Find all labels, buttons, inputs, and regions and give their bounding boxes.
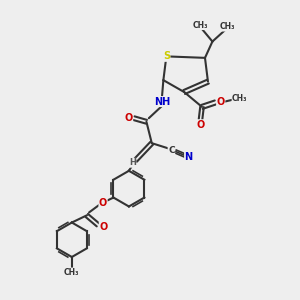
Text: CH₃: CH₃ — [220, 22, 236, 31]
Text: N: N — [184, 152, 193, 162]
Text: O: O — [217, 97, 225, 107]
Text: C: C — [168, 146, 175, 155]
Text: O: O — [124, 113, 133, 123]
Text: CH₃: CH₃ — [192, 21, 208, 30]
Text: O: O — [196, 120, 205, 130]
Text: H: H — [129, 158, 136, 167]
Text: CH₃: CH₃ — [232, 94, 248, 103]
Text: O: O — [99, 198, 107, 208]
Text: CH₃: CH₃ — [64, 268, 80, 277]
Text: NH: NH — [154, 97, 170, 106]
Text: O: O — [99, 222, 107, 232]
Text: S: S — [163, 51, 170, 62]
